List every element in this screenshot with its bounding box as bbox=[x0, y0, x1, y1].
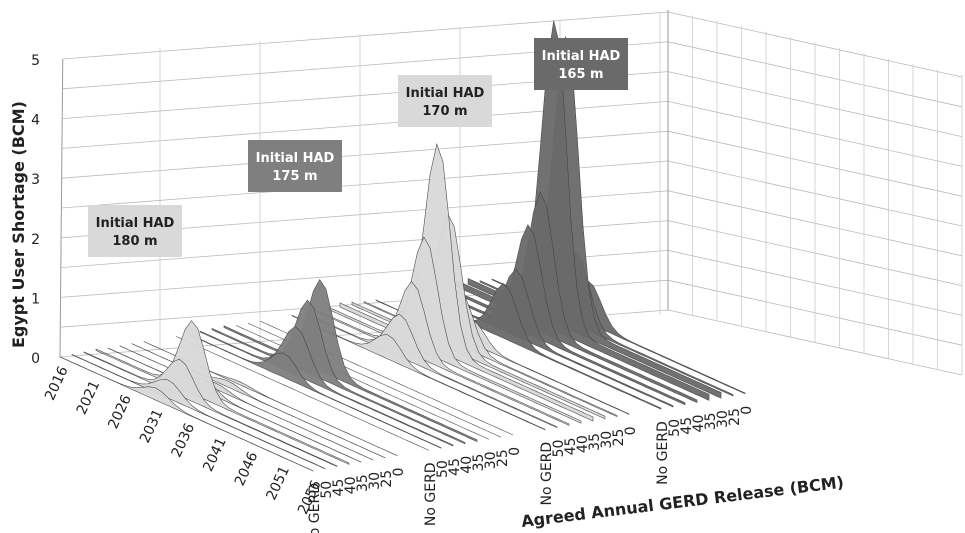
release-tick-label: 45 bbox=[679, 417, 695, 435]
y-tick-label: 2 bbox=[31, 232, 40, 248]
release-tick-label: 35 bbox=[471, 454, 487, 472]
release-tick-label: No GERD bbox=[539, 442, 555, 506]
callout-label: Initial HAD bbox=[256, 151, 335, 166]
release-tick-label: 40 bbox=[343, 476, 359, 494]
callout-label: Initial HAD bbox=[542, 49, 621, 64]
year-tick-label: 2026 bbox=[105, 392, 135, 431]
release-tick-label: 30 bbox=[715, 410, 731, 428]
gridline bbox=[62, 11, 669, 60]
y-tick-label: 5 bbox=[31, 53, 40, 69]
year-tick-label: 2021 bbox=[74, 378, 104, 417]
release-tick-label: 45 bbox=[563, 437, 579, 455]
year-tick-label: 2046 bbox=[232, 449, 262, 488]
callout-label: 170 m bbox=[422, 104, 467, 119]
callout-label: 165 m bbox=[558, 67, 603, 82]
callout-label: Initial HAD bbox=[406, 86, 485, 101]
release-tick-label: 50 bbox=[667, 419, 683, 437]
y-tick-label: 3 bbox=[31, 172, 40, 188]
release-tick-label: 0 bbox=[507, 447, 523, 456]
callout-box: Initial HAD 165 m bbox=[534, 38, 628, 90]
release-tick-label: 30 bbox=[483, 451, 499, 469]
ribbon bbox=[259, 320, 514, 436]
release-tick-label: 35 bbox=[703, 412, 719, 430]
release-tick-label: 0 bbox=[391, 468, 407, 477]
callout-background bbox=[398, 75, 492, 127]
callout-label: 175 m bbox=[272, 169, 317, 184]
release-tick-label: 50 bbox=[435, 460, 451, 478]
callout-box: Initial HAD 175 m bbox=[248, 140, 342, 192]
release-tick-label: 0 bbox=[739, 406, 755, 415]
release-tick-label: 25 bbox=[379, 470, 395, 488]
callout-background bbox=[534, 38, 628, 90]
release-tick-label: No GERD bbox=[307, 483, 323, 533]
y-axis-title: Egypt User Shortage (BCM) bbox=[9, 101, 28, 348]
callout-label: Initial HAD bbox=[96, 216, 175, 231]
year-tick-label: 2051 bbox=[263, 464, 293, 503]
release-tick-label: 45 bbox=[447, 458, 463, 476]
release-tick-label: 25 bbox=[727, 408, 743, 426]
x-axis-title: Agreed Annual GERD Release (BCM) bbox=[520, 473, 845, 531]
release-tick-label: 40 bbox=[575, 435, 591, 453]
gridline bbox=[667, 309, 963, 376]
year-tick-label: 2031 bbox=[137, 407, 167, 446]
release-tick-label: 40 bbox=[691, 415, 707, 433]
y-tick-label: 1 bbox=[31, 291, 40, 307]
release-tick-label: 45 bbox=[331, 479, 347, 497]
release-tick-label: 35 bbox=[355, 474, 371, 492]
release-tick-label: 30 bbox=[599, 431, 615, 449]
year-tick-label: 2036 bbox=[169, 421, 199, 460]
year-tick-label: 2016 bbox=[42, 364, 72, 403]
ribbon bbox=[291, 314, 546, 431]
release-tick-label: 30 bbox=[367, 472, 383, 490]
y-tick-label: 4 bbox=[31, 113, 40, 129]
callout-box: Initial HAD 180 m bbox=[88, 205, 182, 257]
data-ribbons bbox=[59, 20, 746, 472]
y-axis-ticks: 0 1 2 3 4 5 bbox=[31, 53, 40, 367]
release-tick-label: 25 bbox=[611, 429, 627, 447]
release-tick-label: 40 bbox=[459, 456, 475, 474]
release-tick-label: No GERD bbox=[655, 421, 671, 485]
ribbon bbox=[187, 333, 442, 449]
ribbon bbox=[175, 336, 430, 451]
y-tick-label: 0 bbox=[31, 351, 40, 367]
release-tick-label: 25 bbox=[495, 449, 511, 467]
callout-background bbox=[88, 205, 182, 257]
callout-background bbox=[248, 140, 342, 192]
release-tick-label: 50 bbox=[551, 440, 567, 458]
release-tick-label: 35 bbox=[587, 433, 603, 451]
callout-label: 180 m bbox=[112, 234, 157, 249]
callout-box: Initial HAD 170 m bbox=[398, 75, 492, 127]
ribbon bbox=[407, 283, 662, 410]
year-tick-label: 2041 bbox=[200, 435, 230, 474]
release-tick-label: 0 bbox=[623, 426, 639, 435]
ribbon bbox=[59, 356, 314, 472]
release-tick-label: 50 bbox=[319, 481, 335, 499]
release-tick-label: No GERD bbox=[423, 462, 439, 526]
